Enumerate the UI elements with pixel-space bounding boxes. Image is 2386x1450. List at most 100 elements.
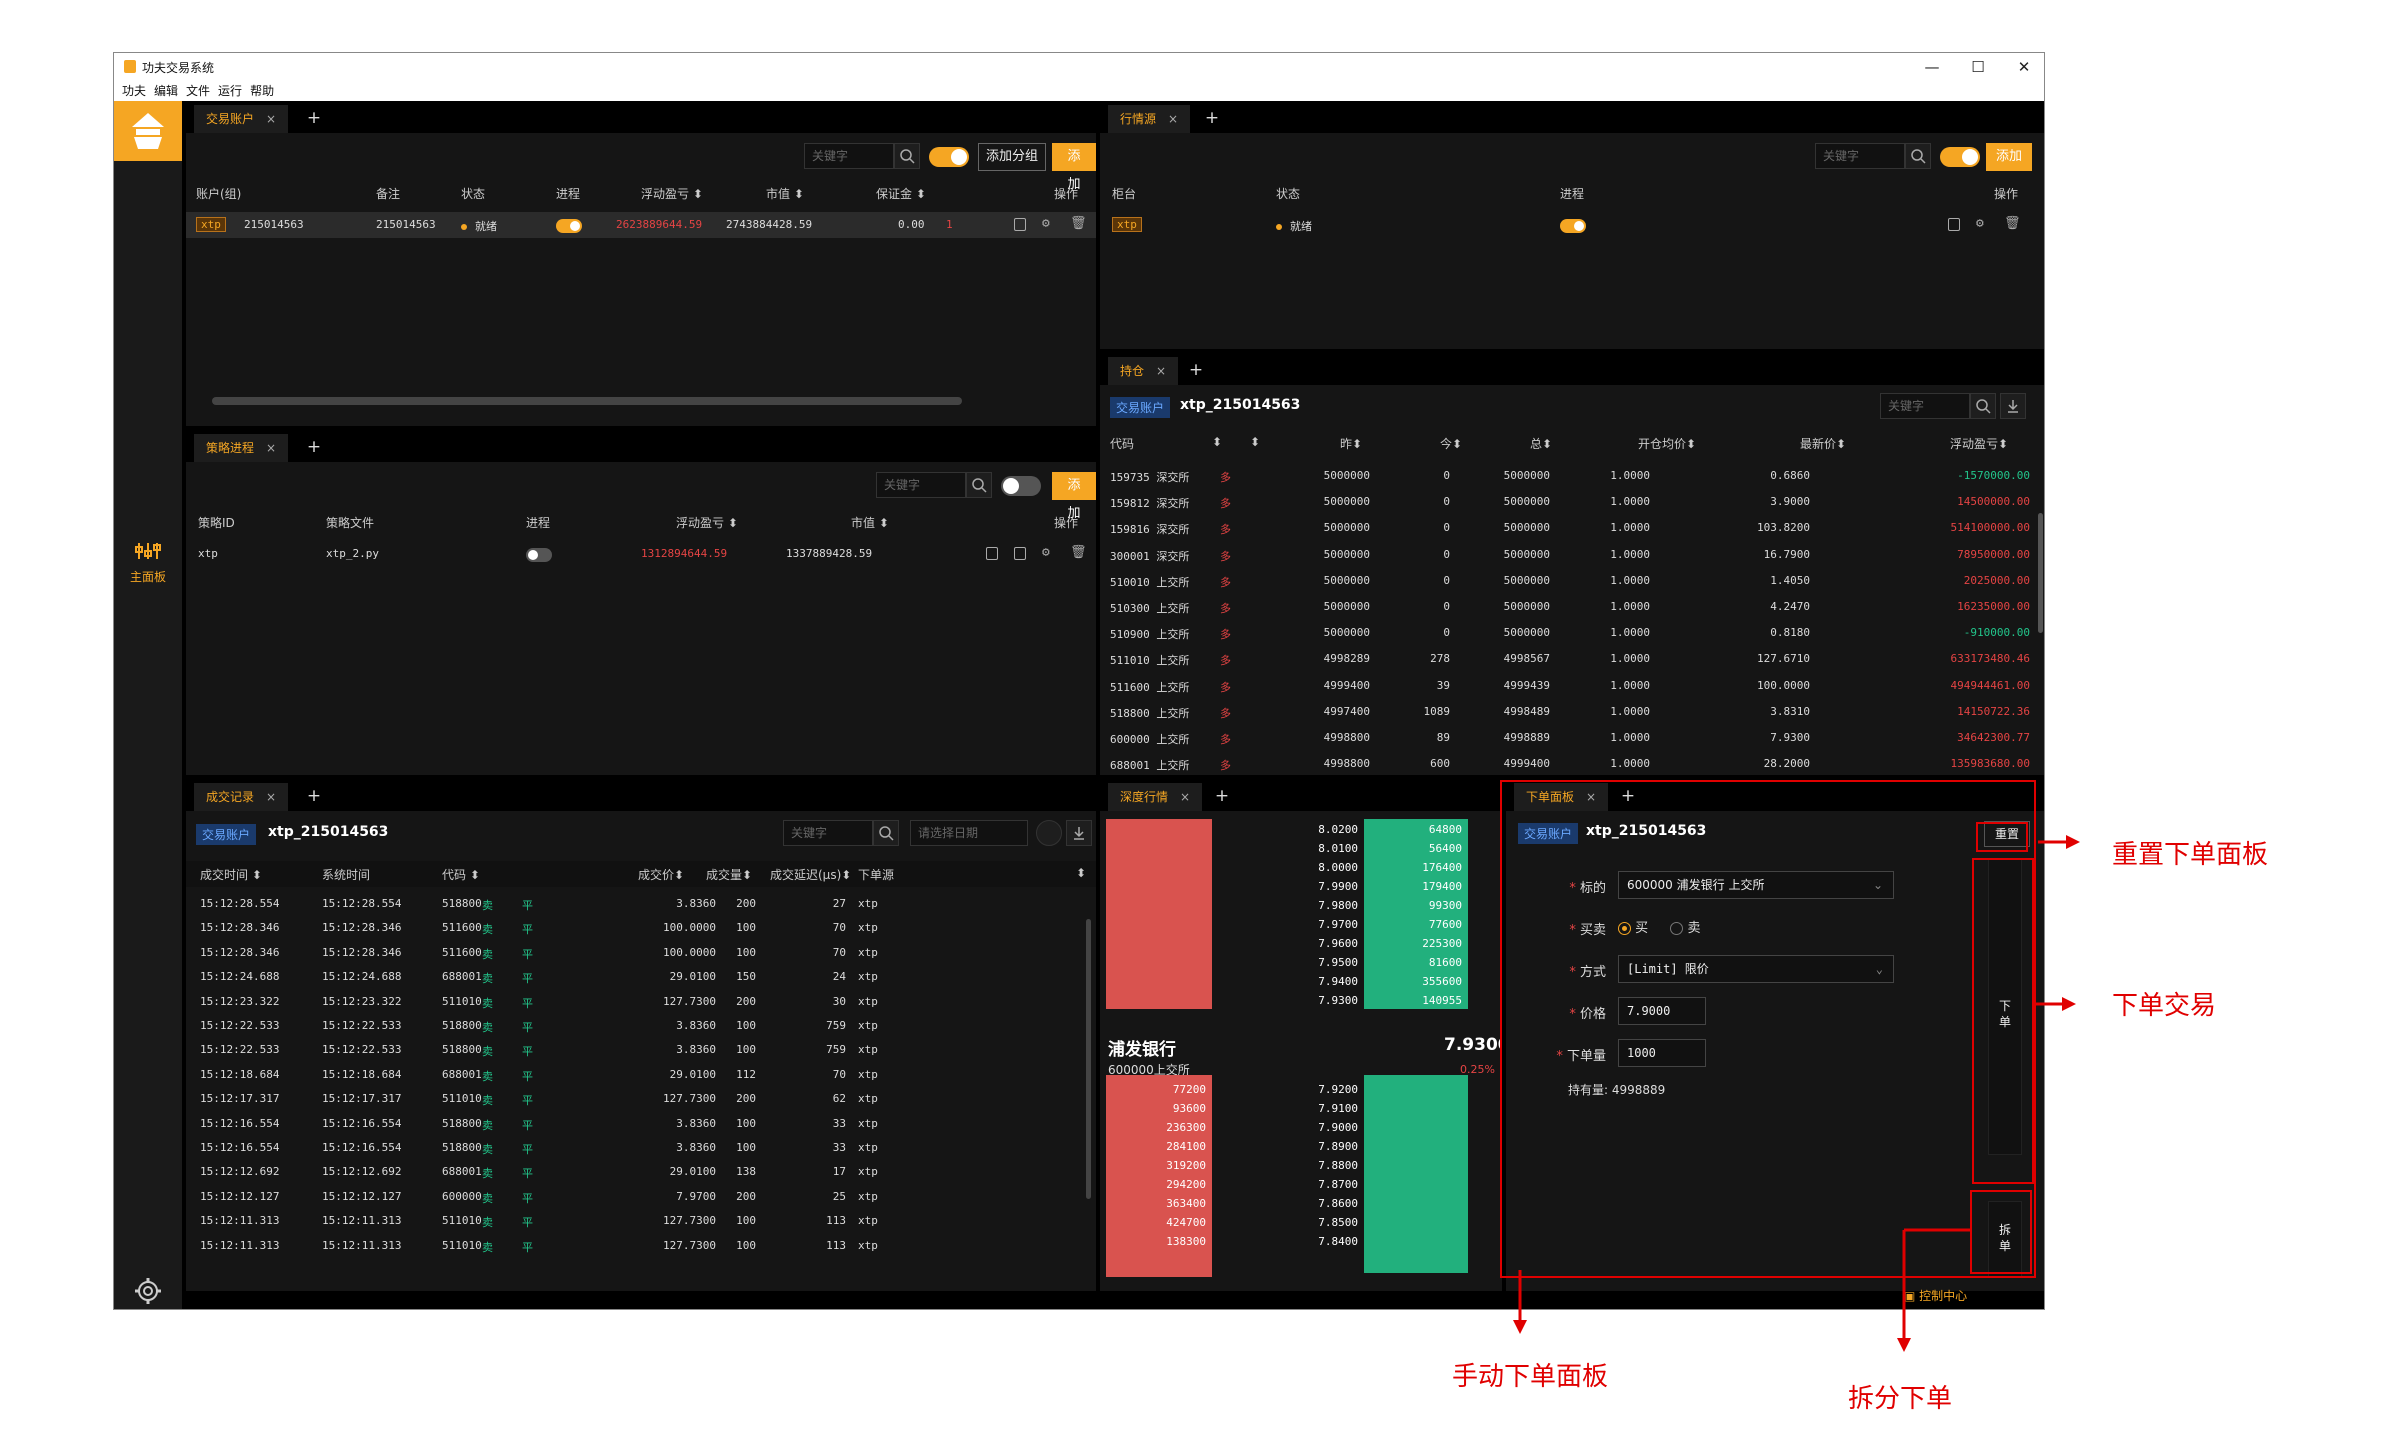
sell-radio[interactable] — [1670, 922, 1684, 935]
table-row[interactable]: 159812 深交所 多 5000000 0 5000000 1.0000 3.9000 14… — [1100, 489, 2044, 515]
symbol-select[interactable]: 600000 浦发银行 上交所 ⌄ — [1618, 871, 1894, 899]
file-icon[interactable] — [986, 547, 998, 560]
table-row[interactable]: 159816 深交所 多 5000000 0 5000000 1.0000 103.8200… — [1100, 515, 2044, 541]
table-row[interactable]: 510010 上交所 多 5000000 0 5000000 1.0000 1.4050 20… — [1100, 568, 2044, 594]
table-row[interactable]: 15:12:16.554 15:12:16.554 518800 卖 平 3.8360 10… — [186, 1112, 1096, 1136]
table-row[interactable]: 15:12:24.688 15:12:24.688 688001 卖 平 29.0100 1… — [186, 965, 1096, 989]
table-row[interactable]: 15:12:12.692 15:12:12.692 688001 卖 平 29.0100 1… — [186, 1160, 1096, 1184]
search-input[interactable]: 关键字 — [876, 472, 966, 498]
table-row[interactable]: 15:12:28.346 15:12:28.346 511600 卖 平 100.0000… — [186, 916, 1096, 940]
table-row[interactable]: 15:12:28.554 15:12:28.554 518800 卖 平 3.8360 20… — [186, 892, 1096, 916]
settings-icon[interactable]: ⚙ — [1042, 216, 1050, 231]
control-center-link[interactable]: ▣ 控制中心 — [1904, 1289, 1968, 1303]
table-row[interactable]: 15:12:18.684 15:12:18.684 688001 卖 平 29.0100 1… — [186, 1063, 1096, 1087]
search-icon[interactable] — [873, 820, 899, 846]
close-tab-icon[interactable]: × — [1155, 364, 1167, 378]
menu-help[interactable]: 帮助 — [250, 84, 275, 98]
search-icon[interactable] — [1970, 393, 1996, 419]
minimize-button[interactable]: — — [1924, 58, 1940, 76]
tab-market-source[interactable]: 行情源 × — [1108, 105, 1191, 133]
horizontal-scrollbar[interactable] — [212, 397, 962, 405]
add-tab-button[interactable]: + — [1620, 786, 1636, 806]
date-picker[interactable]: 请选择日期 — [910, 820, 1028, 846]
vertical-scrollbar[interactable] — [1086, 919, 1091, 1199]
add-tab-button[interactable]: + — [306, 786, 322, 806]
buy-radio[interactable] — [1618, 922, 1631, 935]
close-tab-icon[interactable]: × — [265, 790, 277, 804]
place-order-button[interactable]: 下单 — [1988, 859, 2022, 1155]
delete-icon[interactable]: 🗑 — [1070, 545, 1087, 560]
close-tab-icon[interactable]: × — [1167, 112, 1179, 126]
download-icon[interactable] — [2000, 393, 2026, 419]
search-icon[interactable] — [966, 472, 992, 498]
edit-icon[interactable] — [1014, 547, 1026, 560]
close-tab-icon[interactable]: × — [1585, 790, 1597, 804]
process-toggle[interactable] — [1940, 147, 1980, 167]
close-window-button[interactable]: ✕ — [2017, 58, 2031, 76]
table-row[interactable]: 159735 深交所 多 5000000 0 5000000 1.0000 0.6860 -1… — [1100, 463, 2044, 489]
close-tab-icon[interactable]: × — [265, 441, 277, 455]
process-switch[interactable] — [556, 219, 582, 233]
tab-strategy[interactable]: 策略进程 × — [194, 434, 289, 462]
table-row[interactable]: 511010 上交所 多 4998289 278 4998567 1.0000 127.67… — [1100, 646, 2044, 672]
table-row[interactable]: 15:12:22.533 15:12:22.533 518800 卖 平 3.8360 10… — [186, 1038, 1096, 1062]
table-row[interactable]: 15:12:28.346 15:12:28.346 511600 卖 平 100.0000… — [186, 941, 1096, 965]
split-order-button[interactable]: 拆单 — [1988, 1201, 2022, 1277]
file-icon[interactable] — [1014, 218, 1026, 231]
add-strategy-button[interactable]: 添加 — [1052, 472, 1096, 521]
sidebar-item-main-panel[interactable]: 主面板 — [114, 541, 182, 585]
table-row[interactable]: 15:12:17.317 15:12:17.317 511010 卖 平 127.7300… — [186, 1087, 1096, 1111]
tab-positions[interactable]: 持仓 × — [1108, 357, 1179, 385]
search-icon[interactable] — [894, 143, 920, 169]
add-tab-button[interactable]: + — [306, 108, 322, 128]
close-tab-icon[interactable]: × — [265, 112, 277, 126]
add-market-button[interactable]: 添加 — [1986, 143, 2033, 171]
tab-accounts[interactable]: 交易账户 × — [194, 105, 289, 133]
table-row[interactable]: xtp 就绪 ⚙ 🗑 — [1100, 212, 2044, 238]
process-toggle[interactable] — [1001, 476, 1041, 496]
table-row[interactable]: 15:12:16.554 15:12:16.554 518800 卖 平 3.8360 10… — [186, 1136, 1096, 1160]
table-row[interactable]: 510900 上交所 多 5000000 0 5000000 1.0000 0.8180 -9… — [1100, 620, 2044, 646]
vertical-scrollbar[interactable] — [2038, 513, 2043, 633]
table-row[interactable]: 15:12:11.313 15:12:11.313 511010 卖 平 127.7300… — [186, 1209, 1096, 1233]
delete-icon[interactable]: 🗑 — [1070, 216, 1087, 231]
add-tab-button[interactable]: + — [306, 437, 322, 457]
delete-icon[interactable]: 🗑 — [2004, 216, 2021, 231]
add-tab-button[interactable]: + — [1204, 108, 1220, 128]
tab-depth[interactable]: 深度行情 × — [1108, 783, 1203, 811]
add-tab-button[interactable]: + — [1214, 786, 1230, 806]
table-row[interactable]: 15:12:22.533 15:12:22.533 518800 卖 平 3.8360 10… — [186, 1014, 1096, 1038]
download-icon[interactable] — [1066, 820, 1092, 846]
history-icon[interactable] — [1036, 820, 1062, 846]
order-type-select[interactable]: [Limit] 限价 ⌄ — [1618, 955, 1894, 983]
table-row[interactable]: xtp 215014563 215014563 就绪 2623889644.59… — [186, 212, 1096, 238]
settings-icon[interactable]: ⚙ — [1976, 216, 1984, 231]
menu-file[interactable]: 文件 — [186, 84, 211, 98]
table-row[interactable]: 15:12:11.313 15:12:11.313 511010 卖 平 127.7300… — [186, 1234, 1096, 1258]
quantity-input[interactable]: 1000 — [1618, 1039, 1706, 1067]
process-toggle[interactable] — [929, 147, 969, 167]
menu-run[interactable]: 运行 — [218, 84, 243, 98]
add-group-button[interactable]: 添加分组 — [978, 143, 1047, 171]
close-tab-icon[interactable]: × — [1179, 790, 1191, 804]
file-icon[interactable] — [1948, 218, 1960, 231]
search-input[interactable]: 关键字 — [1815, 143, 1905, 169]
settings-icon[interactable]: ⚙ — [1042, 545, 1050, 560]
search-input[interactable]: 关键字 — [1880, 393, 1970, 419]
search-input[interactable]: 关键字 — [783, 820, 873, 846]
table-row[interactable]: 510300 上交所 多 5000000 0 5000000 1.0000 4.2470 16… — [1100, 594, 2044, 620]
table-row[interactable]: 511600 上交所 多 4999400 39 4999439 1.0000 100.000… — [1100, 673, 2044, 699]
add-tab-button[interactable]: + — [1188, 360, 1204, 380]
maximize-button[interactable]: ☐ — [1971, 58, 1985, 76]
search-input[interactable]: 关键字 — [804, 143, 894, 169]
search-icon[interactable] — [1905, 143, 1931, 169]
table-row[interactable]: 600000 上交所 多 4998800 89 4998889 1.0000 7.9300 3… — [1100, 725, 2044, 751]
settings-gear-icon[interactable] — [133, 1276, 163, 1306]
reset-button[interactable]: 重置 — [1984, 821, 2030, 847]
table-row[interactable]: 15:12:23.322 15:12:23.322 511010 卖 平 127.7300… — [186, 990, 1096, 1014]
table-row[interactable]: 15:12:12.127 15:12:12.127 600000 卖 平 7.9700 20… — [186, 1185, 1096, 1209]
table-row[interactable]: 518800 上交所 多 4997400 1089 4998489 1.0000 3.831… — [1100, 699, 2044, 725]
process-switch[interactable] — [1560, 219, 1586, 233]
table-row[interactable]: xtp xtp_2.py 1312894644.59 1337889428.59… — [198, 545, 1087, 562]
table-row[interactable]: 300001 深交所 多 5000000 0 5000000 1.0000 16.7900 7… — [1100, 542, 2044, 568]
